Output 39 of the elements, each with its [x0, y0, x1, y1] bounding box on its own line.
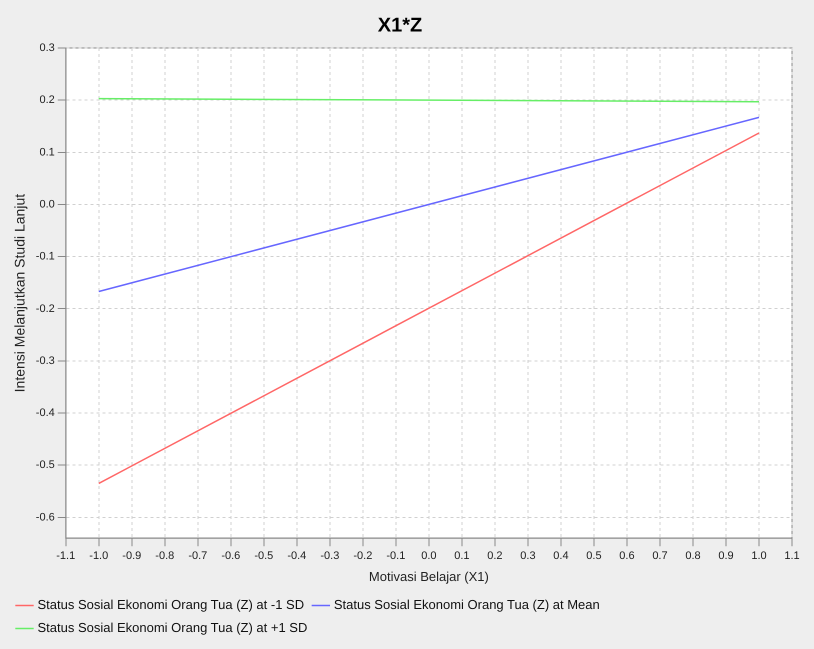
x-tick-label: -0.3 [320, 550, 340, 562]
y-tick-label: -0.6 [36, 511, 55, 524]
x-tick-label: 0.7 [652, 550, 668, 562]
y-tick-label: 0.1 [39, 146, 55, 158]
y-tick-label: -0.4 [36, 407, 55, 420]
x-tick-label: -1.1 [56, 550, 76, 562]
x-tick-label: 0.9 [718, 550, 734, 562]
y-tick-label: 0.2 [39, 94, 55, 106]
y-tick-label: 0.0 [39, 198, 55, 210]
chart-title: X1*Z [378, 14, 422, 37]
x-tick-label: -0.7 [188, 550, 208, 562]
x-tick-label: 0.0 [421, 550, 437, 562]
x-tick-label: -0.2 [353, 550, 372, 562]
x-tick-label: -0.1 [386, 550, 406, 562]
x-tick-label: 0.5 [586, 550, 602, 562]
y-tick-label: -0.1 [36, 250, 55, 263]
x-axis-title: Motivasi Belajar (X1) [368, 568, 489, 584]
x-tick-label: 0.2 [487, 550, 503, 562]
y-tick-label: -0.5 [36, 459, 55, 472]
x-tick-label: 0.3 [520, 550, 536, 562]
x-tick-label: -0.9 [122, 550, 142, 562]
legend-label: Status Sosial Ekonomi Orang Tua (Z) at -1 SD [38, 597, 304, 612]
legend-label: Status Sosial Ekonomi Orang Tua (Z) at Mean [334, 597, 600, 612]
y-tick-label: -0.2 [36, 302, 55, 315]
x-tick-label: -0.6 [221, 550, 240, 562]
x-tick-label: -1.0 [89, 550, 108, 562]
y-axis-title: Intensi Melanjutkan Studi Lanjut [11, 194, 28, 392]
y-tick-label: -0.3 [36, 354, 55, 367]
x-tick-label: 0.6 [619, 550, 635, 562]
x-tick-label: 0.4 [553, 550, 569, 562]
x-tick-label: 1.1 [784, 550, 800, 562]
x-tick-label: 1.0 [751, 550, 767, 562]
x-tick-label: 0.8 [685, 550, 701, 562]
x-tick-label: -0.8 [155, 550, 174, 562]
y-tick-label: 0.3 [39, 42, 55, 54]
x-tick-label: -0.5 [254, 550, 274, 562]
x-tick-label: 0.1 [454, 550, 470, 562]
legend-label: Status Sosial Ekonomi Orang Tua (Z) at +1 SD [38, 620, 308, 636]
x-tick-label: -0.4 [287, 550, 306, 562]
